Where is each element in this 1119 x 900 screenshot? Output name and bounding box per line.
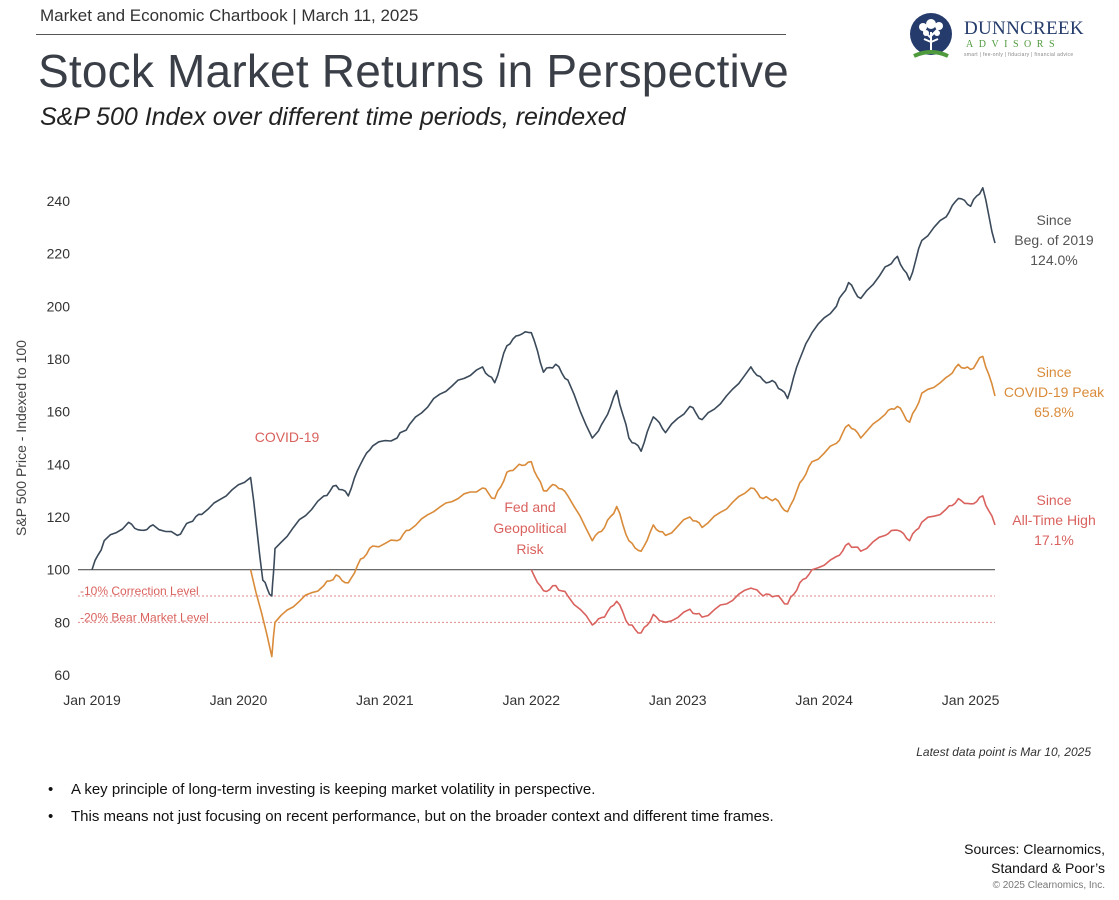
bullet-point: This means not just focusing on recent p… (48, 807, 808, 827)
y-tick-label: 180 (47, 351, 71, 367)
series-end-label: Beg. of 2019 (1014, 232, 1094, 248)
sources-note: Sources: Clearnomics, Standard & Poor’s (964, 840, 1105, 878)
y-tick-label: 200 (47, 298, 71, 314)
y-tick-label: 80 (54, 614, 70, 630)
series-end-label: Since (1036, 212, 1071, 228)
series-line (249, 355, 996, 658)
bullet-point: A key principle of long-term investing i… (48, 780, 808, 800)
latest-data-note: Latest data point is Mar 10, 2025 (916, 745, 1091, 759)
sources-line: Sources: Clearnomics, (964, 841, 1105, 857)
tree-icon (910, 13, 952, 58)
y-tick-label: 120 (47, 509, 71, 525)
page-title: Stock Market Returns in Perspective (38, 45, 789, 97)
series-line (530, 495, 996, 634)
y-tick-label: 220 (47, 246, 71, 262)
series-end-label: All-Time High (1012, 512, 1096, 528)
y-tick-label: 160 (47, 404, 71, 420)
x-tick-label: Jan 2019 (63, 692, 121, 708)
threshold-label: -20% Bear Market Level (80, 610, 209, 624)
x-tick-label: Jan 2025 (942, 692, 1000, 708)
event-annotation: Geopolitical (493, 520, 566, 536)
x-tick-label: Jan 2021 (356, 692, 414, 708)
y-axis-label: S&P 500 Price - Indexed to 100 (13, 340, 29, 536)
logo-tagline: smart | fee-only | fiduciary | financial… (964, 52, 1074, 58)
logo-name: DUNNCREEK (964, 18, 1084, 39)
x-tick-label: Jan 2024 (795, 692, 853, 708)
copyright-note: © 2025 Clearnomics, Inc. (992, 880, 1105, 891)
x-tick-label: Jan 2023 (649, 692, 707, 708)
y-tick-label: 140 (47, 456, 71, 472)
header-divider (36, 34, 786, 35)
sp500-reindexed-line-chart: 60 80 100 120 140 160 180 200 220 240 Jan 2019 Jan … (13, 187, 1105, 708)
x-tick-label: Jan 2020 (210, 692, 268, 708)
key-points-list: A key principle of long-term investing i… (48, 780, 808, 834)
y-tick-label: 60 (54, 667, 70, 683)
company-logo: DUNNCREEK ADVISORS smart | fee-only | fi… (906, 12, 1096, 62)
series-end-label: Since (1036, 364, 1071, 380)
series-end-label: 65.8% (1034, 404, 1074, 420)
chartbook-header: Market and Economic Chartbook | March 11… (40, 6, 419, 25)
series-end-label: 124.0% (1030, 252, 1077, 268)
event-annotation: COVID-19 (255, 429, 320, 445)
threshold-label: -10% Correction Level (80, 584, 199, 598)
x-tick-label: Jan 2022 (502, 692, 560, 708)
series-end-label: COVID-19 Peak (1004, 384, 1105, 400)
logo-subname: ADVISORS (966, 39, 1061, 50)
y-tick-label: 100 (47, 562, 71, 578)
sources-line: Standard & Poor’s (991, 860, 1105, 876)
event-annotation: Risk (516, 541, 544, 557)
y-tick-label: 240 (47, 193, 71, 209)
series-line (91, 187, 996, 597)
series-end-label: Since (1036, 492, 1071, 508)
series-end-label: 17.1% (1034, 532, 1074, 548)
page-subtitle: S&P 500 Index over different time period… (40, 103, 626, 131)
event-annotation: Fed and (504, 499, 555, 515)
